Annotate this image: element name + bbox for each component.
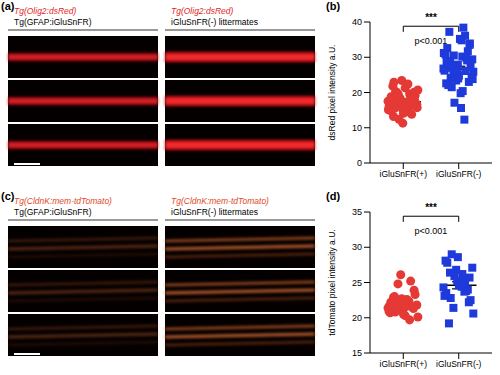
html-text:(d): (d) <box>326 190 340 202</box>
svg-text:15: 15 <box>352 348 362 358</box>
svg-text:iGluSnFR(-): iGluSnFR(-) <box>436 169 482 179</box>
svg-text:(a): (a) <box>1 0 15 12</box>
svg-text:10: 10 <box>352 123 362 133</box>
svg-text:Tg(CldnK:mem-tdTomato): Tg(CldnK:mem-tdTomato) <box>14 196 112 206</box>
svg-text:30: 30 <box>352 52 362 62</box>
svg-text:p<0.001: p<0.001 <box>415 36 448 46</box>
svg-text:iGluSnFR(-): iGluSnFR(-) <box>436 359 482 369</box>
svg-text:Tg(GFAP:iGluSnFR): Tg(GFAP:iGluSnFR) <box>14 207 92 217</box>
svg-text:Tg(Olig2:dsRed): Tg(Olig2:dsRed) <box>171 6 234 16</box>
svg-text:dsRed pixel intensity a.U.: dsRed pixel intensity a.U. <box>327 45 337 141</box>
svg-text:iGluSnFR(+): iGluSnFR(+) <box>380 359 428 369</box>
svg-text:35: 35 <box>352 207 362 217</box>
svg-text:p<0.001: p<0.001 <box>415 226 448 236</box>
html-text:(b): (b) <box>326 0 340 12</box>
svg-text:0: 0 <box>357 158 362 168</box>
svg-text:iGluSnFR(+): iGluSnFR(+) <box>380 169 428 179</box>
svg-text:iGluSnFR(-) littermates: iGluSnFR(-) littermates <box>171 207 258 217</box>
svg-text:***: *** <box>425 12 437 23</box>
svg-text:20: 20 <box>352 88 362 98</box>
svg-text:30: 30 <box>352 242 362 252</box>
svg-text:25: 25 <box>352 278 362 288</box>
svg-text:tdTomato pixel intensity a.U.: tdTomato pixel intensity a.U. <box>327 229 337 335</box>
svg-text:***: *** <box>425 202 437 213</box>
svg-text:20: 20 <box>352 313 362 323</box>
svg-text:(c): (c) <box>1 190 15 202</box>
svg-text:Tg(Olig2:dsRed): Tg(Olig2:dsRed) <box>14 6 77 16</box>
svg-text:Tg(CldnK:mem-tdTomato): Tg(CldnK:mem-tdTomato) <box>171 196 269 206</box>
svg-text:iGluSnFR(-) littermates: iGluSnFR(-) littermates <box>171 17 258 27</box>
svg-text:Tg(GFAP:iGluSnFR): Tg(GFAP:iGluSnFR) <box>14 17 92 27</box>
svg-text:40: 40 <box>352 17 362 27</box>
